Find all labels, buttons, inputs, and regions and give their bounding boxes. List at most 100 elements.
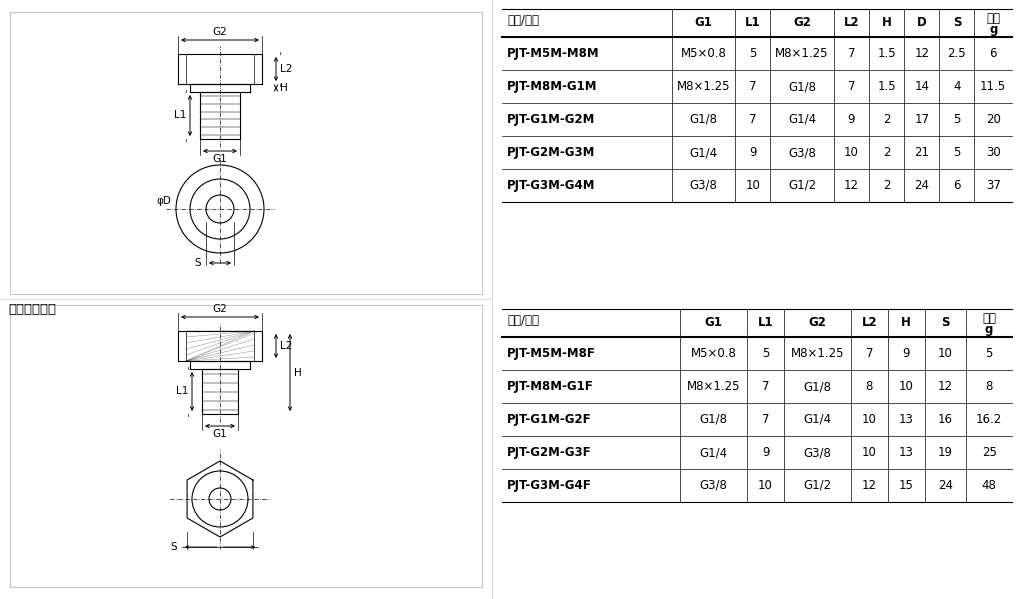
Text: 16.2: 16.2 (976, 413, 1002, 426)
Text: 7: 7 (749, 113, 756, 126)
Text: G3/8: G3/8 (699, 479, 728, 492)
Text: g: g (989, 23, 998, 35)
Text: g: g (984, 322, 994, 335)
Text: PJT-G1M-G2M: PJT-G1M-G2M (507, 113, 596, 126)
Text: G1: G1 (694, 17, 713, 29)
Text: L2: L2 (861, 316, 878, 329)
Text: 7: 7 (749, 80, 756, 93)
Text: PJT-G3M-G4M: PJT-G3M-G4M (507, 179, 596, 192)
Text: 19: 19 (938, 446, 953, 459)
Text: PJT-M5M-M8M: PJT-M5M-M8M (507, 47, 600, 60)
Text: PJT-M5M-M8F: PJT-M5M-M8F (507, 347, 596, 360)
Text: 9: 9 (761, 446, 770, 459)
Text: 5: 5 (953, 113, 961, 126)
Text: G1: G1 (213, 154, 227, 164)
Text: 30: 30 (985, 146, 1001, 159)
Text: 8: 8 (985, 380, 993, 393)
Text: L1: L1 (174, 110, 186, 120)
Text: 2.5: 2.5 (948, 47, 966, 60)
Text: φD: φD (156, 196, 171, 206)
Text: 10: 10 (844, 146, 859, 159)
Text: S: S (170, 542, 177, 552)
Text: L2: L2 (280, 341, 292, 351)
Text: PJT-M8M-G1M: PJT-M8M-G1M (507, 80, 598, 93)
Text: 变径双外螺纹: 变径双外螺纹 (8, 303, 56, 316)
Text: G1/8: G1/8 (803, 380, 832, 393)
Text: 10: 10 (862, 446, 876, 459)
Text: H: H (882, 17, 892, 29)
Text: 16: 16 (938, 413, 953, 426)
Text: G1/8: G1/8 (689, 113, 718, 126)
Text: PJT-G2M-G3F: PJT-G2M-G3F (507, 446, 591, 459)
Text: 48: 48 (981, 479, 997, 492)
Text: G1/4: G1/4 (788, 113, 816, 126)
Text: G2: G2 (793, 17, 811, 29)
Text: G1/8: G1/8 (788, 80, 816, 93)
Text: M8×1.25: M8×1.25 (687, 380, 740, 393)
Text: 单重: 单重 (986, 11, 1001, 25)
Text: 1.5: 1.5 (878, 80, 896, 93)
Text: 10: 10 (899, 380, 914, 393)
Text: 25: 25 (981, 446, 997, 459)
Text: L1: L1 (757, 316, 774, 329)
Text: 17: 17 (914, 113, 929, 126)
Text: PJT-G1M-G2F: PJT-G1M-G2F (507, 413, 591, 426)
Text: 7: 7 (865, 347, 873, 360)
Bar (10, 12, 482, 294)
Text: G1/8: G1/8 (699, 413, 728, 426)
Text: 14: 14 (914, 80, 929, 93)
Text: G1/4: G1/4 (803, 413, 832, 426)
Text: 15: 15 (899, 479, 914, 492)
Text: G2: G2 (213, 304, 227, 314)
Text: 9: 9 (749, 146, 756, 159)
Text: 11.5: 11.5 (980, 80, 1006, 93)
Text: G3/8: G3/8 (689, 179, 718, 192)
Text: 13: 13 (899, 413, 914, 426)
Text: 7: 7 (848, 47, 855, 60)
Text: L2: L2 (280, 64, 292, 74)
Text: 7: 7 (761, 380, 770, 393)
Text: G1/2: G1/2 (788, 179, 816, 192)
Text: 5: 5 (749, 47, 756, 60)
Text: G1: G1 (213, 429, 227, 439)
Text: 1.5: 1.5 (878, 47, 896, 60)
Text: S: S (942, 316, 950, 329)
Text: 型号/尺寸: 型号/尺寸 (507, 14, 539, 26)
Text: 7: 7 (848, 80, 855, 93)
Text: PJT-G2M-G3M: PJT-G2M-G3M (507, 146, 596, 159)
Text: 2: 2 (883, 179, 891, 192)
Text: G1: G1 (704, 316, 723, 329)
Text: 37: 37 (985, 179, 1001, 192)
Text: G1/4: G1/4 (689, 146, 718, 159)
Text: M8×1.25: M8×1.25 (791, 347, 844, 360)
Text: 5: 5 (953, 146, 961, 159)
Text: G1/2: G1/2 (803, 479, 832, 492)
Text: 20: 20 (985, 113, 1001, 126)
Text: G3/8: G3/8 (803, 446, 832, 459)
Text: 10: 10 (758, 479, 773, 492)
Text: S: S (194, 258, 201, 268)
Text: 2: 2 (883, 146, 891, 159)
Text: 9: 9 (903, 347, 910, 360)
Text: 9: 9 (848, 113, 855, 126)
Text: G3/8: G3/8 (788, 146, 816, 159)
Text: 4: 4 (953, 80, 961, 93)
Text: M8×1.25: M8×1.25 (776, 47, 829, 60)
Text: H: H (280, 83, 288, 93)
Text: 10: 10 (745, 179, 760, 192)
Text: L1: L1 (176, 386, 188, 397)
Text: H: H (294, 368, 301, 377)
Bar (10, 305, 482, 587)
Text: 24: 24 (938, 479, 953, 492)
Text: 10: 10 (862, 413, 876, 426)
Text: 5: 5 (761, 347, 770, 360)
Text: PJT-G3M-G4F: PJT-G3M-G4F (507, 479, 591, 492)
Text: 型号/尺寸: 型号/尺寸 (507, 313, 539, 326)
Text: 5: 5 (985, 347, 993, 360)
Text: 13: 13 (899, 446, 914, 459)
Text: G2: G2 (808, 316, 827, 329)
Text: 6: 6 (953, 179, 961, 192)
Text: H: H (901, 316, 911, 329)
Text: 2: 2 (883, 113, 891, 126)
Text: 8: 8 (865, 380, 873, 393)
